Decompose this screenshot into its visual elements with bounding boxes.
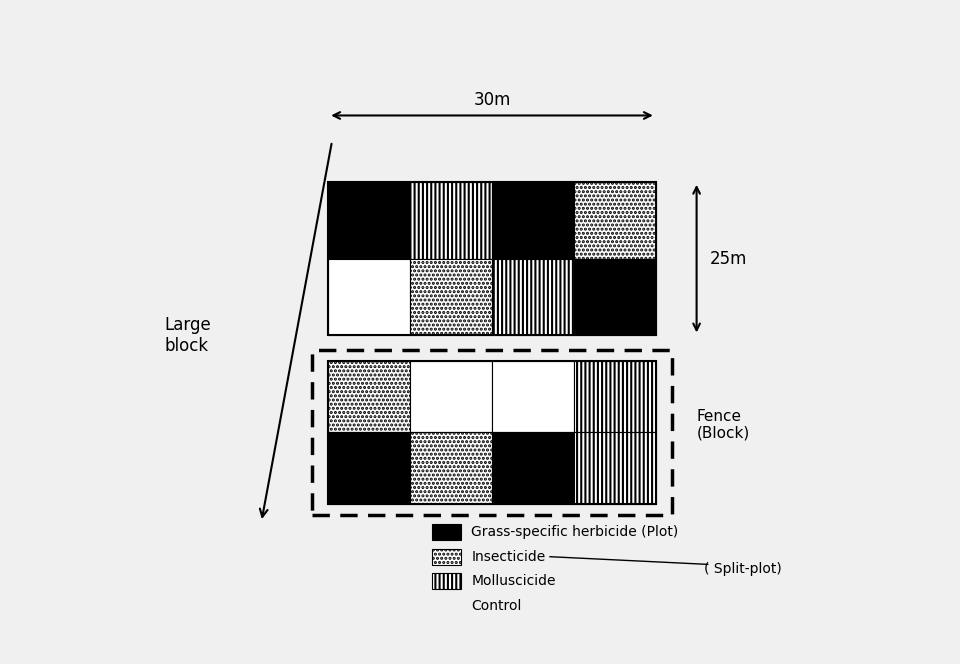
Bar [410, 258, 492, 335]
Bar [328, 182, 656, 335]
Bar [432, 573, 461, 590]
Bar [574, 182, 656, 258]
Bar [328, 258, 410, 335]
Bar [574, 258, 656, 335]
Bar [432, 524, 461, 540]
Bar [432, 598, 461, 614]
Bar [312, 350, 672, 515]
Text: Fence
(Block): Fence (Block) [697, 408, 750, 441]
Bar [410, 182, 492, 258]
Text: Molluscicide: Molluscicide [471, 574, 556, 588]
Bar [492, 258, 574, 335]
Bar [492, 361, 574, 432]
Bar [410, 361, 492, 432]
Text: Control: Control [471, 599, 521, 613]
Bar [492, 432, 574, 504]
Bar [574, 432, 656, 504]
Text: Large
block: Large block [165, 316, 211, 355]
Bar [328, 432, 410, 504]
Bar [328, 361, 656, 504]
Bar [410, 432, 492, 504]
Text: Grass-specific herbicide (Plot): Grass-specific herbicide (Plot) [471, 525, 679, 539]
Bar [574, 361, 656, 432]
Text: Insecticide: Insecticide [471, 550, 545, 564]
Bar [492, 182, 574, 258]
Bar [432, 548, 461, 565]
Text: 30m: 30m [473, 91, 511, 109]
Text: 25m: 25m [710, 250, 748, 268]
Bar [328, 182, 410, 258]
Text: ( Split-plot): ( Split-plot) [704, 562, 781, 576]
Bar [328, 361, 410, 432]
